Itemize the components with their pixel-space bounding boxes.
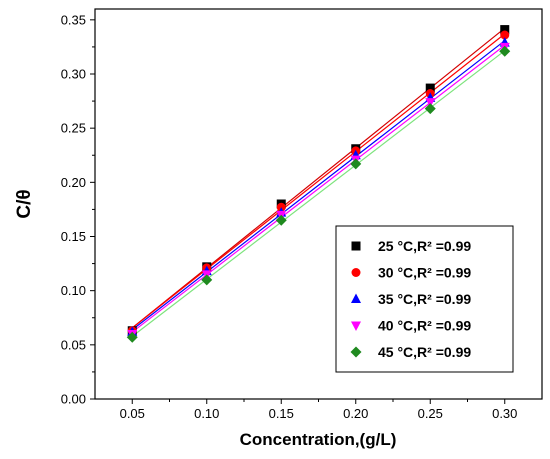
x-tick-label: 0.05 [120, 406, 145, 421]
y-tick-label: 0.25 [61, 121, 86, 136]
legend: 25 °C,R² =0.99 30 °C,R² =0.99 35 °C,R² =0.… [335, 225, 514, 373]
fit-line-series-4 [131, 50, 506, 337]
legend-label-4: 45 °C,R² =0.99 [378, 344, 471, 360]
data-point-series-4 [275, 214, 287, 226]
legend-marker-1 [351, 268, 361, 277]
x-axis-title: Concentration,(g/L) [240, 430, 397, 449]
fit-line-series-1 [131, 33, 506, 329]
data-point-series-0 [425, 83, 435, 93]
data-point-series-4 [424, 103, 436, 115]
legend-label-2: 35 °C,R² =0.99 [378, 291, 471, 307]
x-axis-ticks: 0.05 0.10 0.15 0.20 0.25 0.30 [120, 399, 517, 421]
data-point-series-4 [126, 331, 138, 343]
fit-line-series-2 [131, 40, 506, 331]
legend-marker-2 [351, 293, 361, 303]
y-tick-label: 0.30 [61, 67, 86, 82]
data-point-series-4 [350, 158, 362, 170]
y-tick-label: 0.15 [61, 229, 86, 244]
data-point-series-1 [500, 30, 510, 40]
fit-line-series-3 [131, 44, 506, 333]
data-point-series-0 [500, 25, 510, 35]
fit-lines [131, 27, 506, 337]
y-tick-label: 0.10 [61, 283, 86, 298]
legend-label-3: 40 °C,R² =0.99 [378, 318, 471, 334]
y-tick-label: 0.00 [61, 392, 86, 407]
data-points [126, 25, 511, 343]
x-tick-label: 0.30 [492, 406, 517, 421]
data-point-series-3 [425, 98, 436, 108]
y-axis-title: C/θ [14, 189, 35, 218]
fit-line-series-0 [131, 27, 506, 329]
legend-marker-0 [351, 241, 361, 251]
legend-marker-4 [350, 346, 362, 358]
y-tick-label: 0.35 [61, 12, 86, 27]
x-tick-label: 0.10 [194, 406, 219, 421]
x-tick-label: 0.15 [269, 406, 294, 421]
y-tick-label: 0.05 [61, 337, 86, 352]
x-tick-label: 0.25 [418, 406, 443, 421]
data-point-series-4 [201, 274, 213, 286]
x-tick-label: 0.20 [343, 406, 368, 421]
y-axis-ticks: 0.00 0.05 0.10 0.15 0.20 0.25 0.30 0.35 [61, 12, 95, 407]
data-point-series-4 [499, 45, 511, 57]
legend-marker-3 [351, 321, 361, 331]
y-tick-label: 0.20 [61, 175, 86, 190]
legend-box [335, 225, 514, 373]
legend-label-1: 30 °C,R² =0.99 [378, 265, 471, 281]
legend-label-0: 25 °C,R² =0.99 [378, 238, 471, 254]
